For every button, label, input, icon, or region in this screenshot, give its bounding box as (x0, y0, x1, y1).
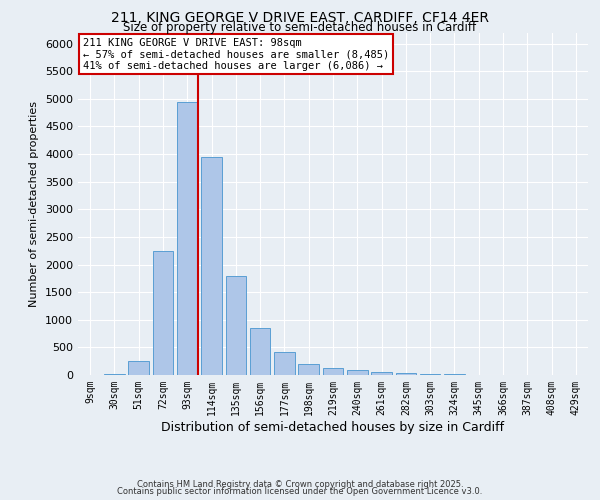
Bar (104, 374, 125, 375)
Bar (201, 157, 222, 375)
Text: 211, KING GEORGE V DRIVE EAST, CARDIFF, CF14 4ER: 211, KING GEORGE V DRIVE EAST, CARDIFF, … (111, 11, 489, 25)
Text: 211 KING GEORGE V DRIVE EAST: 98sqm
← 57% of semi-detached houses are smaller (8: 211 KING GEORGE V DRIVE EAST: 98sqm ← 57… (83, 38, 389, 71)
Bar (250, 328, 271, 375)
Bar (177, 102, 197, 375)
Bar (420, 374, 440, 375)
Bar (323, 368, 343, 375)
Bar (226, 276, 246, 375)
Bar (298, 364, 319, 375)
Bar (347, 370, 368, 375)
Y-axis label: Number of semi-detached properties: Number of semi-detached properties (29, 101, 40, 306)
Bar (128, 361, 149, 375)
Bar (444, 374, 465, 375)
X-axis label: Distribution of semi-detached houses by size in Cardiff: Distribution of semi-detached houses by … (161, 420, 505, 434)
Bar (371, 372, 392, 375)
Text: Contains public sector information licensed under the Open Government Licence v3: Contains public sector information licen… (118, 487, 482, 496)
Text: Contains HM Land Registry data © Crown copyright and database right 2025.: Contains HM Land Registry data © Crown c… (137, 480, 463, 489)
Bar (395, 374, 416, 375)
Bar (274, 352, 295, 375)
Bar (152, 250, 173, 375)
Text: Size of property relative to semi-detached houses in Cardiff: Size of property relative to semi-detach… (124, 22, 476, 35)
